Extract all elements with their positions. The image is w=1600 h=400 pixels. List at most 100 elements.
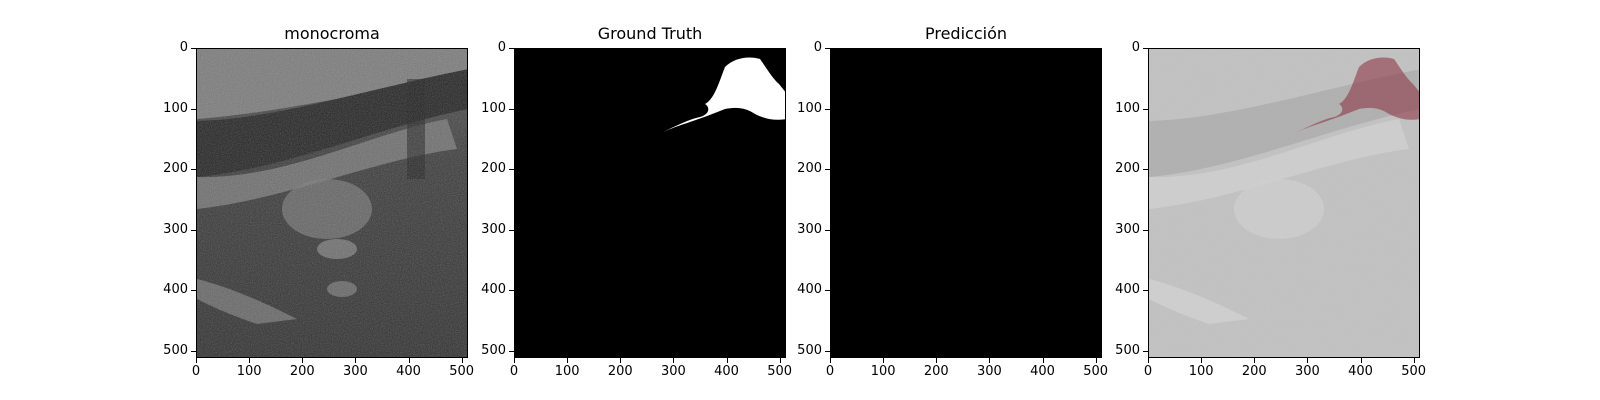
x-tick-mark [883, 358, 885, 363]
ground-truth-mask [514, 48, 786, 358]
y-tick-label: 500 [163, 342, 188, 358]
y-tick-label: 500 [797, 342, 822, 358]
x-tick-label: 500 [449, 364, 475, 379]
x-tick-label: 0 [1143, 364, 1153, 379]
x-tick-mark [1360, 358, 1362, 363]
y-tick-mark [825, 229, 830, 231]
x-tick-label: 0 [191, 364, 201, 379]
x-tick-label: 500 [767, 364, 793, 379]
y-tick-label: 300 [1115, 221, 1140, 237]
y-tick-mark [1143, 350, 1148, 352]
x-tick-mark [830, 358, 831, 363]
y-tick-label: 200 [1115, 161, 1140, 177]
y-tick-label: 0 [1131, 40, 1140, 55]
y-tick-mark [1143, 48, 1148, 49]
y-tick-label: 400 [1115, 282, 1140, 298]
y-tick-label: 400 [797, 282, 822, 298]
x-tick-mark [355, 358, 357, 363]
panel-title: Ground Truth [597, 24, 703, 43]
y-tick-mark [191, 290, 196, 292]
y-tick-mark [191, 229, 196, 231]
y-tick-mark [191, 48, 196, 49]
x-tick-mark [620, 358, 622, 363]
y-tick-label: 300 [481, 221, 506, 237]
y-tick-label: 500 [481, 342, 506, 358]
x-tick-mark [673, 358, 675, 363]
y-tick-mark [509, 108, 514, 110]
y-tick-label: 200 [163, 161, 188, 177]
x-tick-label: 100 [870, 364, 896, 379]
y-tick-mark [1143, 169, 1148, 171]
x-tick-mark [1307, 358, 1309, 363]
y-tick-label: 100 [163, 100, 188, 116]
x-tick-label: 300 [342, 364, 368, 379]
x-tick-label: 400 [1348, 364, 1373, 379]
x-tick-mark [726, 358, 728, 363]
x-tick-label: 300 [660, 364, 686, 379]
x-tick-label: 500 [1401, 364, 1427, 379]
y-tick-label: 100 [1115, 100, 1140, 116]
x-tick-label: 400 [714, 364, 739, 379]
x-tick-mark [1095, 358, 1097, 363]
x-tick-mark [408, 358, 410, 363]
y-tick-mark [825, 169, 830, 171]
x-tick-label: 400 [1030, 364, 1055, 379]
y-tick-mark [509, 350, 514, 352]
x-tick-mark [1254, 358, 1256, 363]
x-tick-label: 300 [976, 364, 1002, 379]
panel-monocroma: monocroma [150, 0, 520, 400]
y-tick-label: 0 [179, 40, 188, 55]
y-tick-label: 300 [163, 221, 188, 237]
x-tick-mark [1148, 358, 1149, 363]
y-tick-label: 0 [497, 40, 506, 55]
x-tick-label: 0 [509, 364, 519, 379]
x-tick-mark [989, 358, 991, 363]
panel-title: Predicción [924, 24, 1007, 43]
y-tick-mark [1143, 290, 1148, 292]
x-tick-label: 200 [607, 364, 633, 379]
x-tick-mark [249, 358, 251, 363]
x-tick-mark [567, 358, 569, 363]
y-tick-mark [825, 350, 830, 352]
prediction-mask [830, 48, 1102, 358]
y-tick-label: 400 [163, 282, 188, 298]
y-tick-label: 100 [481, 100, 506, 116]
x-tick-mark [779, 358, 781, 363]
x-tick-label: 0 [825, 364, 835, 379]
x-tick-mark [936, 358, 938, 363]
y-tick-label: 500 [1115, 342, 1140, 358]
y-tick-mark [1143, 108, 1148, 110]
x-tick-label: 200 [289, 364, 315, 379]
x-tick-mark [196, 358, 197, 363]
panel-title: monocroma [284, 24, 380, 43]
y-tick-mark [191, 350, 196, 352]
y-tick-label: 300 [797, 221, 822, 237]
y-tick-mark [509, 229, 514, 231]
y-tick-mark [825, 108, 830, 110]
y-tick-mark [191, 169, 196, 171]
y-tick-label: 200 [797, 161, 822, 177]
x-tick-mark [1042, 358, 1044, 363]
ultrasound-image [196, 48, 468, 358]
y-tick-mark [509, 169, 514, 171]
y-tick-mark [825, 48, 830, 49]
y-tick-mark [825, 290, 830, 292]
y-tick-mark [1143, 229, 1148, 231]
x-tick-mark [302, 358, 304, 363]
x-tick-label: 200 [923, 364, 949, 379]
x-tick-mark [514, 358, 515, 363]
x-tick-label: 100 [236, 364, 262, 379]
x-tick-label: 100 [1188, 364, 1214, 379]
y-tick-label: 400 [481, 282, 506, 298]
panel-ground-truth: Ground Truth [474, 0, 844, 400]
x-tick-label: 100 [554, 364, 580, 379]
panel-overlay [1114, 0, 1484, 400]
x-tick-label: 400 [396, 364, 421, 379]
y-tick-label: 200 [481, 161, 506, 177]
y-tick-label: 100 [797, 100, 822, 116]
x-tick-label: 300 [1294, 364, 1320, 379]
overlay-image [1148, 48, 1420, 358]
x-tick-mark [1413, 358, 1415, 363]
panel-prediccion: Predicción [798, 0, 1168, 400]
y-tick-label: 0 [813, 40, 822, 55]
